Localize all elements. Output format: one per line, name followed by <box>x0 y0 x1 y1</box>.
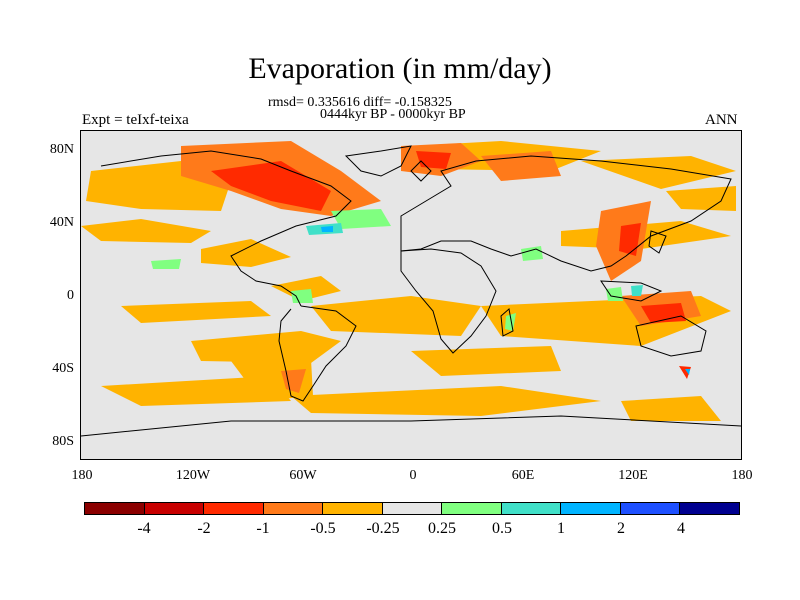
lon-tick-180e: 180 <box>731 468 753 483</box>
colorbar-label: 2 <box>617 520 625 537</box>
colorbar-swatch <box>323 503 383 514</box>
colorbar-label: -0.5 <box>310 520 336 537</box>
lat-tick-80s: 80S <box>52 434 74 449</box>
colorbar-swatch <box>144 503 205 514</box>
colorbar-label: 0.25 <box>428 520 456 537</box>
lon-tick-120w: 120W <box>175 468 211 483</box>
colorbar-swatch <box>680 503 740 514</box>
stats-line: rmsd= 0.335616 diff= -0.158325 <box>268 95 452 110</box>
colorbar-swatch <box>382 503 443 514</box>
colorbar <box>84 502 740 515</box>
colorbar-label: 4 <box>677 520 685 537</box>
colorbar-label: 1 <box>557 520 565 537</box>
colorbar-label: -1 <box>256 520 270 537</box>
season-label: ANN <box>705 112 738 128</box>
lon-tick-120e: 120E <box>618 468 648 483</box>
colorbar-swatch <box>85 503 145 514</box>
colorbar-swatch <box>204 503 264 514</box>
colorbar-swatch <box>501 503 562 514</box>
coastlines <box>81 145 741 437</box>
world-map <box>80 130 742 460</box>
plot-title: Evaporation (in mm/day) <box>248 52 552 85</box>
colorbar-swatch <box>561 503 621 514</box>
positive-small-fields <box>151 209 623 331</box>
map-svg <box>81 141 741 437</box>
colorbar-label: -2 <box>197 520 211 537</box>
lat-tick-40s: 40S <box>52 361 74 376</box>
lon-tick-60e: 60E <box>511 468 535 483</box>
colorbar-swatch <box>263 503 324 514</box>
colorbar-swatch <box>620 503 681 514</box>
lon-tick-0: 0 <box>409 468 417 483</box>
colorbar-label: 0.5 <box>492 520 512 537</box>
colorbar-label: -0.25 <box>366 520 400 537</box>
lat-tick-40n: 40N <box>49 215 74 230</box>
lon-tick-60w: 60W <box>289 468 317 483</box>
colorbar-swatch <box>442 503 502 514</box>
lat-tick-80n: 80N <box>49 142 74 157</box>
lat-tick-0: 0 <box>67 288 74 303</box>
positive-large-fields <box>321 226 690 375</box>
experiment-label: Expt = teIxf-teixa <box>82 112 189 128</box>
negative-large-fields <box>211 151 691 379</box>
lon-tick-180w: 180 <box>71 468 93 483</box>
colorbar-label: -4 <box>137 520 151 537</box>
period-label: 0444kyr BP - 0000kyr BP <box>320 107 466 122</box>
